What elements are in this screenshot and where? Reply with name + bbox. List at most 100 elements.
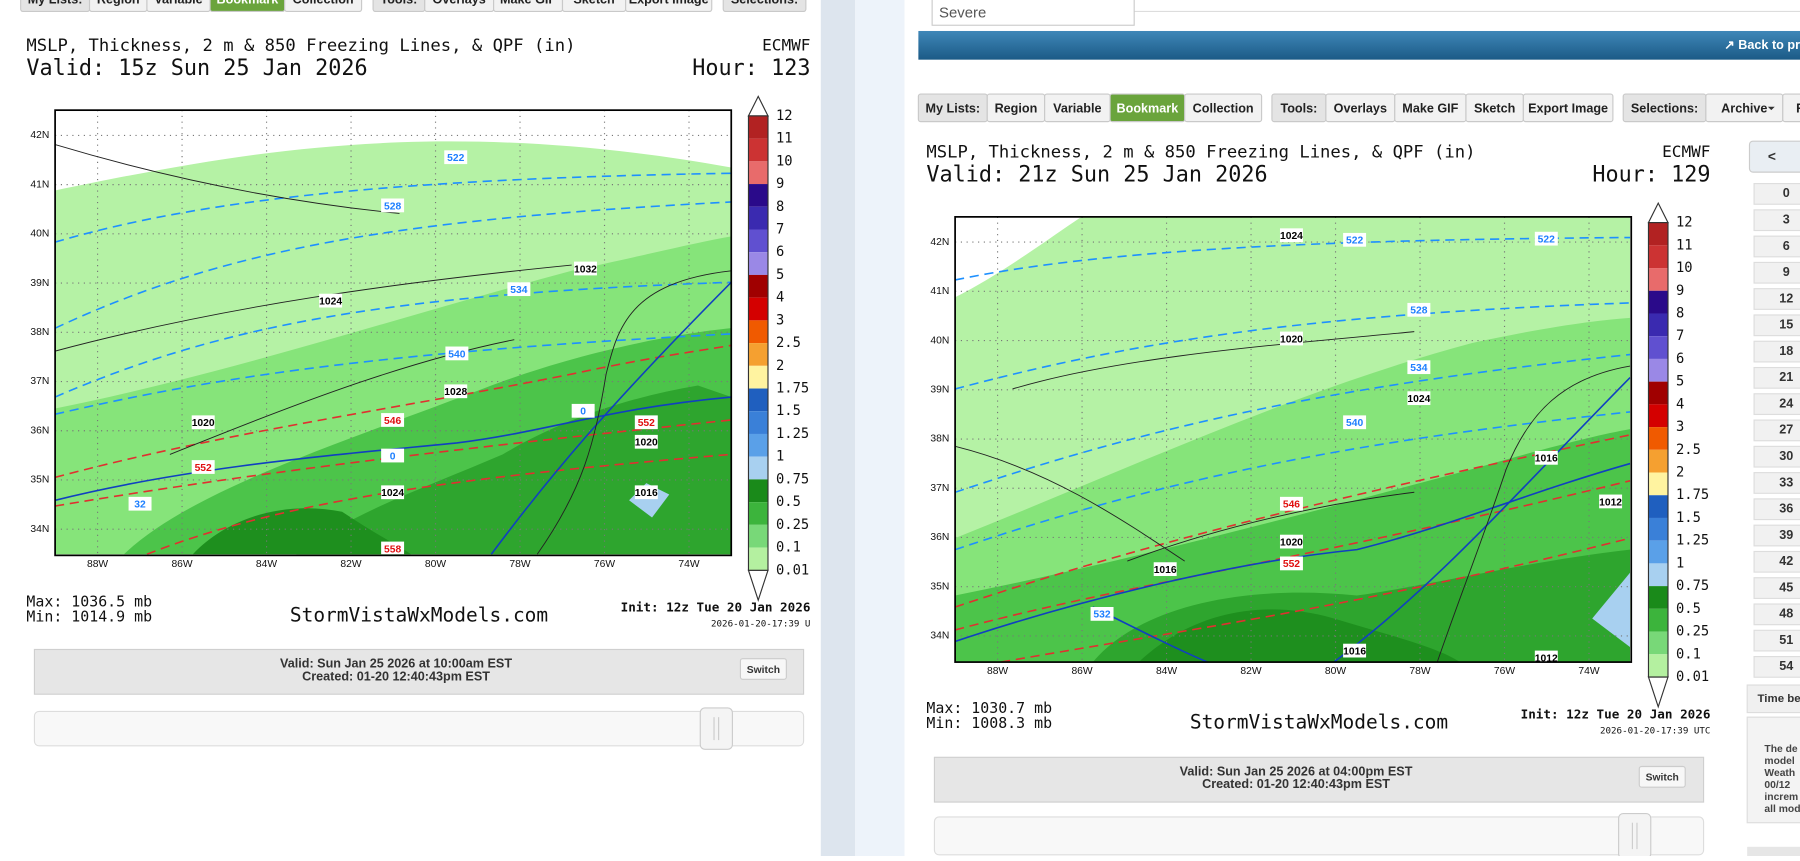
button-label[interactable]: Bookmark [217,0,280,6]
toolbar-button[interactable]: Overlays [424,0,495,13]
hour-row[interactable] [1753,419,1800,442]
hour-label[interactable]: 24 [1779,396,1793,410]
button-label[interactable]: Collection [293,0,354,6]
toolbar-button[interactable]: Variable [1044,93,1111,123]
switch-label[interactable]: Switch [1646,773,1679,784]
button-bg [209,0,286,13]
switch-label[interactable]: Switch [747,665,780,676]
button-label[interactable]: Make GIF [1402,101,1458,115]
hour-label[interactable]: 0 [1783,186,1790,200]
toolbar-button[interactable]: Region [986,93,1046,123]
toolbar-button[interactable]: Make GIF [1394,93,1467,123]
hour-row[interactable] [1753,550,1800,573]
button-label[interactable]: Sketch [573,0,614,6]
toolbar-button[interactable]: Bookmark [209,0,286,13]
button-label[interactable]: Export Image [1528,101,1608,115]
toolbar-button[interactable]: Overlays [1325,93,1396,123]
back-link[interactable]: ↗ Back to pre [1724,38,1800,52]
slider-track[interactable] [33,710,805,747]
hour-row[interactable] [1753,629,1800,652]
toolbar-button[interactable]: Archive [1705,93,1784,123]
hour-label[interactable]: 21 [1779,370,1793,384]
contour-label: 532 [1093,610,1110,621]
hour-label[interactable]: 48 [1779,607,1793,621]
hour-label[interactable]: 42 [1779,554,1793,568]
toolbar-button[interactable]: Sketch [561,0,627,13]
button-label: My Lists: [28,0,83,6]
hour-label[interactable]: 3 [1783,213,1790,227]
slider-handle[interactable] [1618,812,1652,859]
contour-label: 1020 [1280,334,1303,345]
hour-row[interactable] [1753,655,1800,678]
button-label[interactable]: F [1796,101,1800,115]
button-label[interactable]: Variable [1053,101,1101,115]
button-label[interactable]: Overlays [1334,101,1387,115]
hour-label[interactable]: 9 [1783,265,1790,279]
hour-label[interactable]: 36 [1779,502,1793,516]
hour-row[interactable] [1753,340,1800,363]
switch-button[interactable] [739,658,787,680]
toolbar-button[interactable]: Collection [284,0,363,13]
button-label[interactable]: Archive [1721,101,1767,115]
toolbar-button[interactable]: Export Image [625,0,713,13]
slider-track[interactable] [933,816,1705,856]
hour-row[interactable] [1753,366,1800,389]
hour-label[interactable]: 33 [1779,475,1793,489]
hour-label[interactable]: 6 [1783,239,1790,253]
toolbar-button[interactable]: Make GIF [493,0,564,13]
toolbar-button[interactable]: Variable [146,0,211,13]
contour-label-bg [191,460,215,474]
toolbar-button[interactable]: Sketch [1465,93,1524,123]
slider-handle[interactable] [699,707,733,750]
button-label[interactable]: Overlays [433,0,486,6]
hour-row[interactable] [1753,445,1800,468]
switch-button[interactable] [1638,765,1686,788]
hour-row[interactable] [1753,524,1800,547]
hour-row[interactable] [1753,393,1800,416]
hour-label[interactable]: 30 [1779,449,1793,463]
hour-row[interactable] [1753,472,1800,494]
button-label[interactable]: Variable [154,0,202,6]
lat-label: 41N [30,179,49,190]
toolbar-button[interactable]: F [1782,93,1800,123]
hour-row[interactable] [1753,314,1800,337]
button-label[interactable]: Collection [1193,101,1254,115]
contour-line [955,462,1631,643]
contour-line [955,434,1631,608]
button-label[interactable]: Make GIF [500,0,556,6]
search-input[interactable] [931,0,1135,26]
hour-label[interactable]: 27 [1779,423,1793,437]
button-label[interactable]: Region [97,0,140,6]
toolbar-button[interactable]: Region [88,0,148,13]
toolbar-button[interactable]: Bookmark [1109,93,1186,123]
hour-row[interactable] [1753,209,1800,232]
hour-row[interactable] [1753,183,1800,205]
colorbar-segment [1648,404,1668,428]
button-label[interactable]: Region [995,101,1038,115]
hour-row[interactable] [1753,288,1800,310]
button-label[interactable]: Bookmark [1117,101,1180,115]
colorbar-segment [748,274,768,298]
toolbar-button[interactable]: Collection [1184,93,1263,123]
hour-row[interactable] [1753,235,1800,258]
hour-label[interactable]: 15 [1779,318,1793,332]
prev-button[interactable] [1748,140,1800,173]
prev-label[interactable]: < [1768,149,1776,164]
hour-row[interactable] [1753,498,1800,521]
button-label[interactable]: Export Image [629,0,709,6]
hour-row[interactable] [1753,261,1800,284]
hour-label[interactable]: 51 [1779,633,1793,647]
max-pressure: Max: 1036.5 mb [26,592,152,610]
hour-label[interactable]: 18 [1779,344,1793,358]
hour-label[interactable]: 39 [1779,528,1793,542]
hour-label[interactable]: 12 [1779,291,1793,305]
hour-row[interactable] [1753,603,1800,626]
hour-label[interactable]: 54 [1779,659,1793,673]
hour-label[interactable]: 45 [1779,580,1793,594]
button-label[interactable]: Sketch [1474,101,1515,115]
hour-row[interactable] [1753,577,1800,599]
colorbar-label: 0.75 [1676,578,1709,594]
toolbar-button[interactable]: Export Image [1522,93,1614,123]
contour-label: 0 [580,407,586,418]
